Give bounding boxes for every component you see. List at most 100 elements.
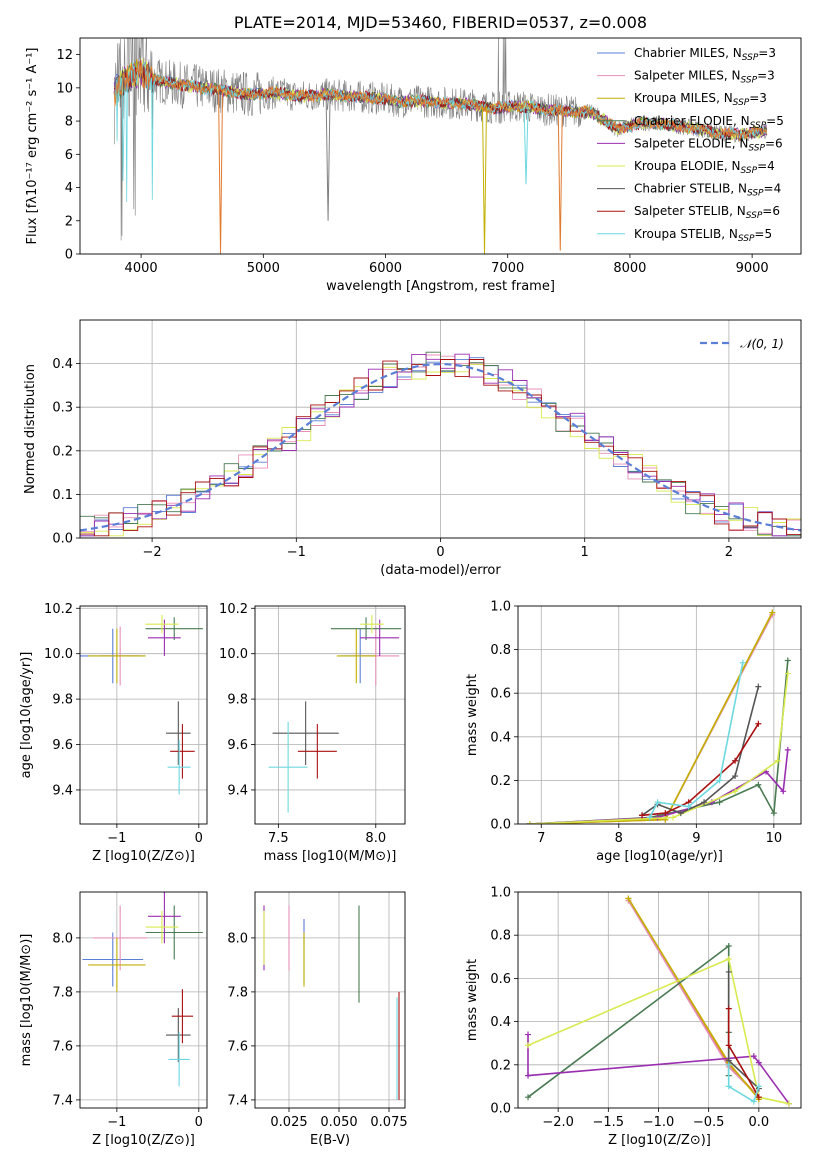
y-tick-label: 0.6	[490, 972, 511, 987]
legend-model: Kroupa MILES	[634, 91, 716, 105]
plot-area	[518, 892, 801, 1108]
plot-area	[255, 606, 405, 824]
legend-nssp-eq: =	[762, 204, 772, 218]
x-tick-label: −1	[107, 831, 126, 846]
legend-nssp-value: 6	[772, 204, 780, 218]
x-tick-label: 0	[436, 545, 444, 560]
legend-nssp-sub: SSP	[741, 76, 758, 86]
x-tick-label: −1	[107, 1115, 126, 1130]
weight-point-marker	[755, 1083, 762, 1090]
x-axis-label: mass [log10(M/M⊙)]	[264, 849, 397, 864]
legend-entry: Chabrier STELIB, NSSP=4	[634, 182, 781, 199]
weight-point-marker	[725, 943, 732, 949]
axes-frame	[254, 605, 406, 825]
weight-point-marker	[639, 812, 646, 819]
legend-nssp-eq: =	[765, 136, 775, 150]
panel-1: 4000 5000 6000 7000 8000 9000024681012PLATE=2…	[25, 13, 802, 294]
legend-nssp-eq: =	[758, 46, 768, 60]
y-tick-label: 10.2	[219, 602, 248, 617]
y-axis-label: mass [log10(M/M⊙)]	[19, 934, 34, 1067]
x-tick-label: 9000	[736, 261, 769, 276]
panel-3: −1 0 9.4 9.6 9.8 10.0 10.2 Z [log10(Z/Z⊙)] age […	[19, 602, 208, 864]
x-tick-label: 7.5	[268, 831, 289, 846]
legend-nssp-value: 5	[776, 114, 784, 128]
axes-frame	[517, 605, 802, 825]
legend-nssp-sub: SSP	[742, 53, 759, 63]
y-tick-label: 0.4	[490, 1015, 511, 1030]
x-tick-label: −2	[143, 545, 162, 560]
weight-point-marker	[780, 788, 787, 795]
weight-point-marker	[750, 1098, 757, 1105]
x-tick-label: 2	[725, 545, 733, 560]
y-tick-label: 0.3	[52, 401, 73, 416]
weight-point-marker	[732, 757, 739, 764]
legend-nssp-value: 4	[767, 159, 775, 173]
x-tick-label: 7000	[491, 261, 524, 276]
weight-series-line	[529, 612, 774, 824]
plot-area	[80, 892, 207, 1108]
y-tick-label: 0.6	[490, 687, 511, 702]
legend-nssp-prefix: , N	[729, 204, 746, 218]
y-tick-label: 7.8	[52, 985, 73, 1000]
y-tick-label: 10.0	[219, 647, 248, 662]
x-tick-label: 0.025	[270, 1115, 307, 1130]
weight-point-marker	[525, 1031, 532, 1038]
x-tick-label: 10	[766, 831, 783, 846]
y-axis-label: Flux [fλ10⁻¹⁷ erg cm⁻² s⁻¹ A⁻¹]	[25, 48, 40, 245]
y-tick-label: 0.1	[52, 488, 73, 503]
weight-point-marker	[725, 1005, 732, 1012]
chart-title: PLATE=2014, MJD=53460, FIBERID=0537, z=0…	[234, 13, 647, 32]
absorption-dip	[218, 90, 224, 254]
weight-series-line	[727, 1064, 760, 1103]
y-tick-label: 8.0	[227, 931, 248, 946]
legend-entry: Salpeter MILES, NSSP=3	[634, 69, 775, 86]
x-tick-label: 0.075	[370, 1115, 407, 1130]
y-tick-label: 6	[65, 148, 73, 163]
x-tick-label: 0	[195, 831, 203, 846]
weight-point-marker	[625, 895, 632, 902]
legend-entry: Kroupa MILES, NSSP=3	[634, 91, 767, 108]
weight-series-line	[527, 957, 790, 1105]
weight-point-marker	[785, 1100, 792, 1107]
legend-nssp-eq: =	[764, 182, 774, 196]
y-tick-label: 10.2	[44, 602, 73, 617]
x-tick-label: −1	[287, 545, 306, 560]
weight-point-marker	[770, 810, 777, 817]
weight-point-marker	[755, 683, 762, 690]
histogram-series	[80, 359, 801, 537]
legend-nssp-prefix: , N	[716, 91, 733, 105]
weight-point-marker	[755, 1094, 762, 1101]
legend-model: Kroupa STELIB	[634, 227, 721, 241]
x-tick-label: 0	[195, 1115, 203, 1130]
weight-series-line	[529, 673, 789, 824]
legend-model: Salpeter MILES	[634, 69, 724, 83]
y-tick-label: 0.2	[490, 1058, 511, 1073]
y-tick-label: 10	[56, 81, 73, 96]
weight-point-marker	[755, 781, 762, 788]
x-tick-label: 9	[692, 831, 700, 846]
weight-point-marker	[685, 803, 692, 810]
x-tick-label: −2.0	[542, 1115, 574, 1130]
weight-point-marker	[662, 810, 669, 817]
panel-7: 0.025 0.050 0.075 7.4 7.6 7.8 8.0 E(B-V)	[227, 891, 408, 1148]
legend-model: Salpeter STELIB	[634, 204, 729, 218]
weight-point-marker	[725, 968, 732, 975]
weight-series-line	[529, 660, 789, 824]
y-tick-label: 8.0	[52, 931, 73, 946]
x-tick-label: −1.0	[643, 1115, 675, 1130]
x-axis-label: E(B-V)	[310, 1133, 350, 1148]
x-tick-label: 0.0	[749, 1115, 770, 1130]
legend-nssp-prefix: , N	[724, 69, 741, 83]
legend-entry: 𝒩(0, 1)	[740, 337, 784, 351]
legend-nssp-eq: =	[757, 69, 767, 83]
weight-point-marker	[784, 670, 791, 677]
y-tick-label: 9.8	[52, 693, 73, 708]
y-tick-label: 10.0	[44, 647, 73, 662]
legend-entry: Kroupa ELODIE, NSSP=4	[634, 159, 775, 176]
legend-model: Salpeter ELODIE	[634, 136, 732, 150]
weight-series-line	[627, 898, 760, 1100]
legend-nssp-prefix: , N	[732, 136, 749, 150]
legend-model: Chabrier ELODIE	[634, 114, 733, 128]
normal-curve	[80, 362, 801, 532]
absorption-dip	[523, 106, 529, 185]
